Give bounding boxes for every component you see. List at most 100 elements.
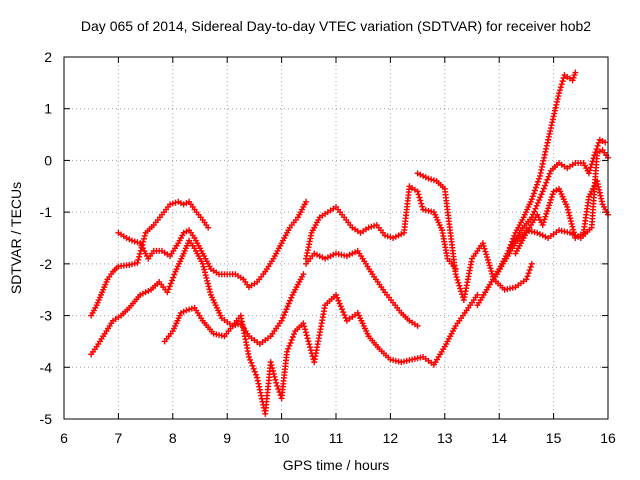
data-point [559, 78, 566, 85]
data-point [543, 179, 550, 186]
data-point [135, 256, 142, 263]
y-tick-label: 1 [44, 101, 52, 117]
data-point [483, 251, 490, 258]
data-point [531, 187, 538, 194]
plot-frame [63, 56, 609, 420]
data-point [205, 283, 212, 290]
x-tick-label: 11 [329, 430, 344, 446]
data-point [180, 308, 187, 315]
data-point [599, 138, 606, 145]
data-point [186, 306, 193, 313]
data-point [177, 200, 184, 207]
x-tick-label: 9 [223, 430, 231, 446]
data-point [428, 176, 435, 183]
data-point [279, 314, 286, 321]
data-point [569, 231, 576, 238]
data-point [546, 199, 553, 206]
data-point [538, 191, 545, 198]
y-tick-label: 0 [44, 152, 52, 168]
data-point [534, 199, 541, 206]
data-point [302, 326, 309, 333]
data-point [302, 329, 309, 336]
data-point [575, 233, 582, 240]
data-point [199, 260, 206, 267]
data-point [341, 311, 348, 318]
data-point [286, 342, 293, 349]
data-point [414, 322, 421, 329]
data-point [141, 232, 148, 239]
data-point [596, 148, 603, 155]
data-point [416, 194, 423, 201]
data-point [371, 222, 378, 229]
data-point [291, 331, 298, 338]
data-point [594, 142, 601, 149]
data-point [420, 172, 427, 179]
data-point [537, 231, 543, 238]
y-tick-label: -3 [40, 308, 53, 324]
data-point [528, 260, 535, 267]
data-point [175, 198, 182, 205]
data-point [530, 190, 537, 197]
data-point [252, 371, 259, 378]
data-point [537, 194, 544, 201]
data-point [200, 263, 207, 270]
data-point [142, 289, 149, 296]
data-point [452, 271, 459, 278]
data-point [531, 208, 538, 215]
data-point [137, 291, 144, 298]
data-point [324, 254, 331, 261]
data-point [390, 235, 397, 241]
data-point [566, 212, 573, 219]
data-point [303, 332, 310, 339]
data-point [340, 309, 347, 316]
data-point [285, 300, 292, 307]
data-point [558, 81, 565, 88]
data-point [532, 205, 539, 212]
data-point [333, 291, 339, 298]
data-point [269, 365, 276, 372]
data-point [134, 239, 141, 246]
data-point [556, 87, 563, 94]
data-point [136, 250, 143, 257]
data-point [565, 209, 572, 216]
data-point [180, 229, 187, 236]
data-point [169, 200, 176, 207]
data-point [381, 232, 388, 239]
data-point [270, 367, 277, 374]
data-point [281, 311, 288, 318]
data-point [268, 362, 275, 369]
data-point [270, 370, 277, 377]
data-point [170, 274, 177, 281]
data-point [346, 251, 353, 258]
data-point [547, 196, 554, 203]
data-point [526, 267, 533, 274]
data-point [474, 291, 481, 298]
data-point [319, 254, 326, 261]
data-point [172, 199, 179, 206]
data-point [529, 193, 536, 200]
data-point [247, 356, 254, 363]
data-point [564, 206, 571, 213]
data-point [482, 248, 489, 255]
data-point [539, 232, 546, 239]
series-track-f [303, 183, 459, 273]
data-point [572, 232, 579, 239]
data-point [145, 288, 152, 295]
x-tick-label: 13 [437, 430, 453, 446]
data-point [188, 305, 195, 312]
x-tick-label: 15 [546, 430, 562, 446]
y-tick-label: 2 [44, 49, 52, 65]
data-point [488, 268, 495, 275]
data-point [169, 277, 176, 284]
x-axis-label: GPS time / hours [283, 457, 390, 473]
data-point [311, 250, 318, 257]
data-point [330, 251, 337, 258]
data-point [550, 188, 557, 195]
data-point [278, 317, 285, 324]
series-track-g [414, 170, 535, 304]
data-point [528, 196, 535, 203]
data-point [536, 197, 543, 204]
data-point [136, 253, 143, 260]
